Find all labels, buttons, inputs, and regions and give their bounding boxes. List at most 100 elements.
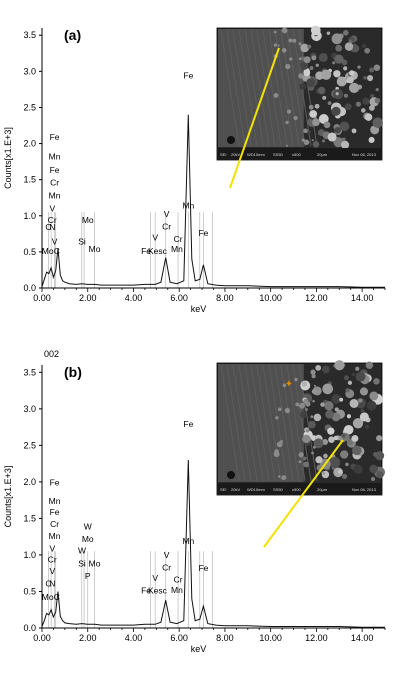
sem-texture-blob	[334, 54, 344, 64]
sem-dark-spot	[227, 136, 235, 144]
sem-striation	[238, 29, 258, 147]
element-marker-label: Fe	[198, 228, 208, 238]
sem-texture-blob	[376, 470, 384, 479]
sem-texture-blob	[327, 132, 337, 142]
element-marker-label: Kesc	[148, 246, 168, 256]
sem-texture-blob	[285, 120, 289, 125]
element-marker-label: Mn	[49, 531, 61, 541]
sem-texture-blob	[362, 97, 370, 105]
sem-striation	[238, 364, 258, 482]
sem-texture-blob	[328, 436, 335, 443]
sem-texture-blob	[360, 408, 365, 413]
sem-texture-blob	[307, 420, 316, 429]
sem-texture-blob	[355, 371, 366, 382]
sem-texture-blob	[298, 460, 302, 464]
x-tick-label: 6.00	[170, 293, 188, 303]
sem-striation	[220, 364, 240, 482]
sem-texture-blob	[327, 427, 335, 435]
spectrum-panel-b: 002 0.0 0.5 1.0 1.5 2.0 2.5 3.0 3.5 0.00 2.00 4.00 6…	[3, 349, 386, 654]
sem-texture-blob	[302, 456, 307, 461]
sem-texture-blob	[345, 388, 350, 393]
sem-striation	[256, 364, 276, 482]
sem-texture-blob	[285, 144, 288, 147]
sem-texture-blob	[340, 450, 349, 459]
sem-texture-blob	[311, 139, 314, 142]
element-marker-label: Si	[78, 237, 86, 247]
element-marker-label: Fe	[183, 419, 193, 429]
sem-texture-blob	[318, 52, 328, 62]
sem-striation	[286, 364, 306, 482]
sem-texture-blob	[343, 375, 350, 381]
sem-texture-blob	[301, 381, 308, 387]
x-tick-label: 2.00	[79, 633, 97, 643]
element-marker-label: C	[54, 246, 60, 256]
element-marker-label: Fe	[50, 507, 60, 517]
sem-texture-blob	[313, 438, 324, 449]
sem-texture-blob	[361, 43, 367, 49]
sem-texture-blob	[273, 43, 278, 47]
sem-info-text: SS50	[273, 152, 284, 157]
sem-texture-blob	[303, 56, 311, 64]
yellow-pointer-line	[263, 439, 344, 548]
x-tick-label: 4.00	[125, 633, 143, 643]
sem-info-bar	[217, 483, 382, 495]
element-marker-label: C	[45, 578, 51, 588]
sem-texture-blob	[306, 130, 311, 135]
sem-texture-blob	[307, 44, 312, 49]
element-marker-label: Cr	[162, 562, 171, 572]
sem-texture-blob	[308, 104, 314, 110]
sem-texture-blob	[351, 372, 356, 377]
element-marker-label: C	[54, 592, 60, 602]
sem-texture-blob	[318, 113, 329, 124]
sem-texture-blob	[334, 360, 345, 371]
y-tick-label: 3.5	[23, 367, 36, 377]
sem-texture-blob	[333, 137, 344, 148]
sem-texture-blob	[363, 75, 367, 80]
element-marker-label: V	[52, 237, 58, 247]
sem-texture-blob	[281, 475, 287, 481]
sem-info-text: 20μm	[317, 152, 328, 157]
sem-striation	[250, 364, 270, 482]
sem-texture-blob	[286, 109, 292, 114]
sem-texture-blob	[309, 66, 314, 70]
sem-texture-blob	[313, 384, 316, 387]
sem-texture-blob	[293, 115, 298, 121]
sem-texture-blob	[331, 106, 341, 116]
element-marker-label: Kesc	[148, 586, 168, 596]
sem-texture-blob	[351, 434, 359, 442]
sem-texture-blob	[345, 462, 349, 467]
sem-texture-blob	[355, 101, 361, 107]
sem-texture-blob	[322, 95, 327, 100]
sem-texture-blob	[312, 141, 320, 148]
sem-texture-blob	[310, 25, 321, 36]
sem-texture-blob	[311, 389, 317, 394]
sem-info-text: x500	[292, 152, 301, 157]
sem-texture-blob	[303, 398, 309, 404]
element-marker-label: Mn	[49, 151, 61, 161]
sem-texture-blob	[275, 416, 279, 420]
element-marker-label: Cr	[174, 234, 183, 244]
sem-texture-blob	[364, 47, 371, 54]
x-tick-label: 8.00	[216, 293, 234, 303]
x-tick-label: 14.00	[351, 293, 374, 303]
sem-texture-blob	[359, 387, 369, 396]
sem-texture-blob	[339, 121, 350, 132]
sem-texture-blob	[295, 402, 300, 407]
element-marker-label: Fe	[50, 165, 60, 175]
element-marker-label: V	[164, 550, 170, 560]
sem-texture-blob	[273, 92, 279, 98]
sem-texture-blob	[375, 88, 379, 92]
sem-texture-blob	[304, 407, 308, 412]
sem-striation	[226, 29, 246, 147]
sem-texture-blob	[288, 38, 293, 43]
element-marker-label: V	[152, 573, 158, 583]
sem-texture-blob	[281, 47, 287, 53]
sem-micrograph: SEI 20kV WD10mm SS50 x500 20μm Nov 06, 2013	[216, 25, 383, 161]
element-marker-label: V	[49, 543, 55, 553]
sem-texture-blob	[273, 30, 277, 34]
y-tick-label: 0.5	[23, 247, 36, 257]
sem-texture-blob	[276, 441, 283, 448]
element-marker-label: Fe	[141, 586, 151, 596]
sem-texture-blob	[334, 126, 341, 134]
element-marker-label: Mn	[49, 496, 61, 506]
